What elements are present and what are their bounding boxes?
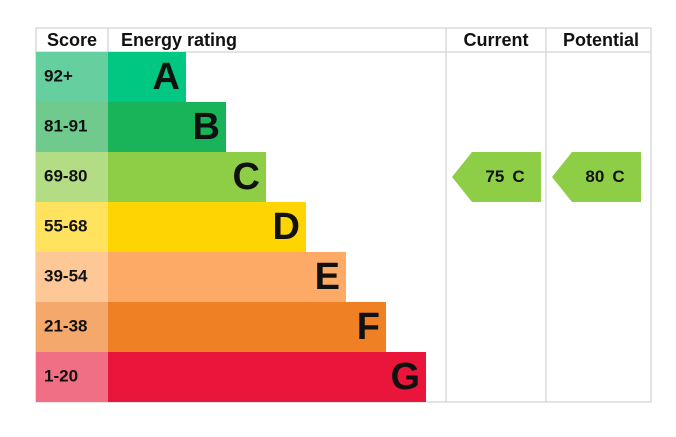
rating-bar (108, 102, 226, 152)
potential-rating: 80 C (585, 167, 624, 186)
rating-bar (108, 52, 186, 102)
score-label: 21-38 (44, 316, 87, 335)
current-rating: 75 C (485, 167, 524, 186)
score-cell (36, 352, 108, 402)
header-score: Score (47, 30, 97, 50)
score-cell (36, 152, 108, 202)
header-current: Current (463, 30, 528, 50)
score-cell (36, 202, 108, 252)
rating-letter: E (315, 256, 340, 298)
rating-bar (108, 302, 386, 352)
current-letter: C (512, 167, 524, 186)
potential-letter: C (612, 167, 624, 186)
rating-bar (108, 352, 426, 402)
header-potential: Potential (563, 30, 639, 50)
header-rating: Energy rating (121, 30, 237, 50)
rating-bar (108, 252, 346, 302)
score-cell (36, 252, 108, 302)
score-cell (36, 52, 108, 102)
rating-letter: F (357, 306, 380, 348)
potential-arrow (552, 152, 641, 202)
rating-letter: G (390, 356, 420, 398)
score-label: 81-91 (44, 116, 87, 135)
score-cell (36, 302, 108, 352)
rating-letter: A (153, 56, 180, 98)
score-label: 69-80 (44, 166, 87, 185)
rating-bar (108, 202, 306, 252)
rating-bar (108, 152, 266, 202)
current-score: 75 (485, 167, 504, 186)
score-label: 39-54 (44, 266, 88, 285)
rating-letter: C (233, 156, 260, 198)
rating-letter: B (193, 106, 220, 148)
score-label: 92+ (44, 66, 73, 85)
potential-score: 80 (585, 167, 604, 186)
score-cell (36, 102, 108, 152)
rating-letter: D (273, 206, 300, 248)
score-label: 1-20 (44, 366, 78, 385)
score-label: 55-68 (44, 216, 87, 235)
current-arrow (452, 152, 541, 202)
